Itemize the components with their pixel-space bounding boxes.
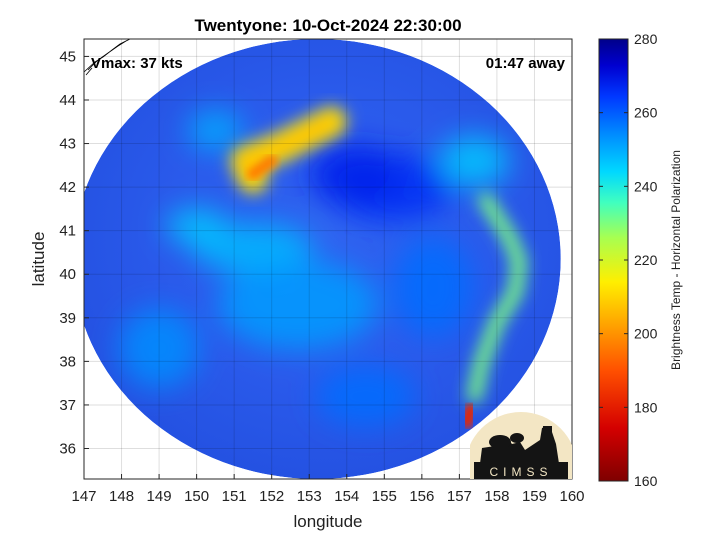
southeast-cell xyxy=(460,403,477,429)
feature-band xyxy=(460,403,477,429)
x-tick-label: 156 xyxy=(409,488,434,505)
x-tick-label: 153 xyxy=(297,488,322,505)
x-tick-label: 150 xyxy=(184,488,209,505)
x-tick-label: 149 xyxy=(147,488,172,505)
x-tick-label: 148 xyxy=(109,488,134,505)
eastern-edge-convection xyxy=(467,193,527,404)
x-tick-label: 160 xyxy=(559,488,584,505)
swath-patch xyxy=(439,135,510,186)
y-tick-label: 45 xyxy=(59,48,76,65)
colorbar-tick-label: 260 xyxy=(634,105,658,121)
colorbar-tick-label: 240 xyxy=(634,178,658,194)
time-away-annotation: 01:47 away xyxy=(486,55,566,72)
colorbar-label: Brightness Temp - Horizontal Polarizatio… xyxy=(669,150,683,370)
feature-band xyxy=(467,193,527,404)
swath-layer xyxy=(84,39,561,479)
x-axis: 147 148 149 150 151 152 153 154 155 156 157 158 159 1… xyxy=(71,474,585,505)
y-axis: 36 37 38 39 40 41 42 43 44 45 xyxy=(59,48,89,458)
x-tick-label: 154 xyxy=(334,488,359,505)
y-tick-label: 39 xyxy=(59,310,76,327)
axes-box xyxy=(83,38,573,480)
y-tick-label: 41 xyxy=(59,223,76,240)
svg-text:CIMSS: CIMSS xyxy=(489,465,552,479)
swath-patch xyxy=(187,110,244,151)
cold-core xyxy=(246,154,278,181)
colorbar-ticks: 160 180 200 220 240 260 280 xyxy=(599,31,658,489)
x-axis-label: longitude xyxy=(293,512,362,531)
y-tick-label: 44 xyxy=(59,92,76,109)
colorbar xyxy=(598,38,629,482)
colorbar-tick-label: 220 xyxy=(634,252,658,268)
comma-cloud-band xyxy=(230,106,347,194)
grid xyxy=(84,39,572,479)
swath-patch xyxy=(119,308,200,389)
colorbar-tick-label: 280 xyxy=(634,31,658,47)
y-tick-label: 42 xyxy=(59,179,76,196)
y-tick-label: 43 xyxy=(59,136,76,153)
swath-texture xyxy=(119,110,510,427)
vmax-annotation: Vmax: 37 kts xyxy=(91,55,183,72)
chart-title: Twentyone: 10-Oct-2024 22:30:00 xyxy=(194,16,461,35)
cimss-logo: CIMSS xyxy=(470,412,572,479)
y-tick-label: 37 xyxy=(59,397,76,414)
y-axis-label: latitude xyxy=(29,232,48,287)
colorbar-tick-label: 200 xyxy=(634,326,658,342)
x-tick-label: 151 xyxy=(222,488,247,505)
x-tick-label: 152 xyxy=(259,488,284,505)
swath-patch xyxy=(166,208,227,245)
x-tick-label: 159 xyxy=(522,488,547,505)
swath-patch xyxy=(393,237,474,338)
x-tick-label: 157 xyxy=(447,488,472,505)
y-tick-label: 40 xyxy=(59,266,76,283)
feature-band xyxy=(246,154,278,181)
colorbar-tick-label: 160 xyxy=(634,473,658,489)
x-tick-label: 155 xyxy=(372,488,397,505)
x-tick-label: 147 xyxy=(71,488,96,505)
y-tick-label: 38 xyxy=(59,353,76,370)
brightness-temp-swath xyxy=(84,39,561,479)
swath-patch xyxy=(217,259,378,350)
swath-patch xyxy=(309,144,400,205)
coastline xyxy=(84,39,131,76)
swath-patch xyxy=(315,366,416,427)
y-tick-label: 36 xyxy=(59,441,76,458)
colorbar-tick-label: 180 xyxy=(634,399,658,415)
x-tick-label: 158 xyxy=(484,488,509,505)
cold-features xyxy=(230,106,527,429)
feature-band-core xyxy=(237,115,338,185)
